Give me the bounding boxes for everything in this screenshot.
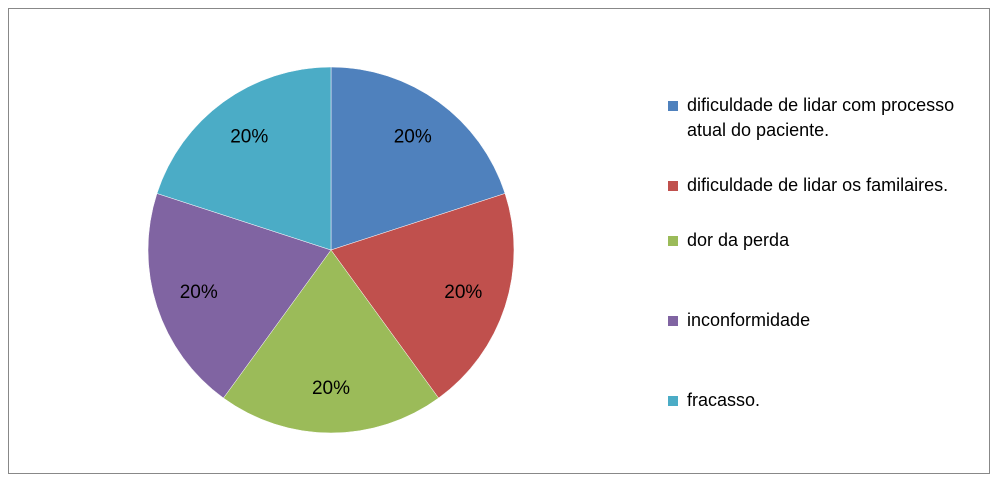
- data-label: 20%: [444, 282, 482, 303]
- legend-label: dor da perda: [687, 230, 790, 250]
- pie-slice: [147, 193, 332, 399]
- data-label: 20%: [312, 378, 350, 399]
- chart-frame: [8, 8, 990, 474]
- legend-swatch: [668, 236, 678, 246]
- legend-swatch: [668, 316, 678, 326]
- legend-swatch: [668, 181, 678, 191]
- legend-item: dificuldade de lidar os familaires.: [668, 173, 968, 198]
- legend-label: fracasso.: [687, 390, 761, 410]
- legend-label: dificuldade de lidar os familaires.: [687, 175, 949, 195]
- legend-item: dor da perda: [668, 228, 968, 253]
- data-label: 20%: [230, 126, 268, 147]
- legend-item: dificuldade de lidar com processo atual …: [668, 93, 968, 143]
- legend-swatch: [668, 101, 678, 111]
- legend-label: dificuldade de lidar com processo atual …: [687, 95, 955, 140]
- legend-item: fracasso.: [668, 388, 968, 413]
- data-label: 20%: [180, 282, 218, 303]
- legend-label: inconformidade: [687, 310, 811, 330]
- data-label: 20%: [394, 126, 432, 147]
- pie-slice: [330, 193, 515, 399]
- pie-slice: [156, 66, 332, 251]
- pie-slice: [330, 66, 506, 251]
- legend-item: inconformidade: [668, 308, 968, 333]
- pie-slice: [223, 249, 439, 434]
- legend-swatch: [668, 396, 678, 406]
